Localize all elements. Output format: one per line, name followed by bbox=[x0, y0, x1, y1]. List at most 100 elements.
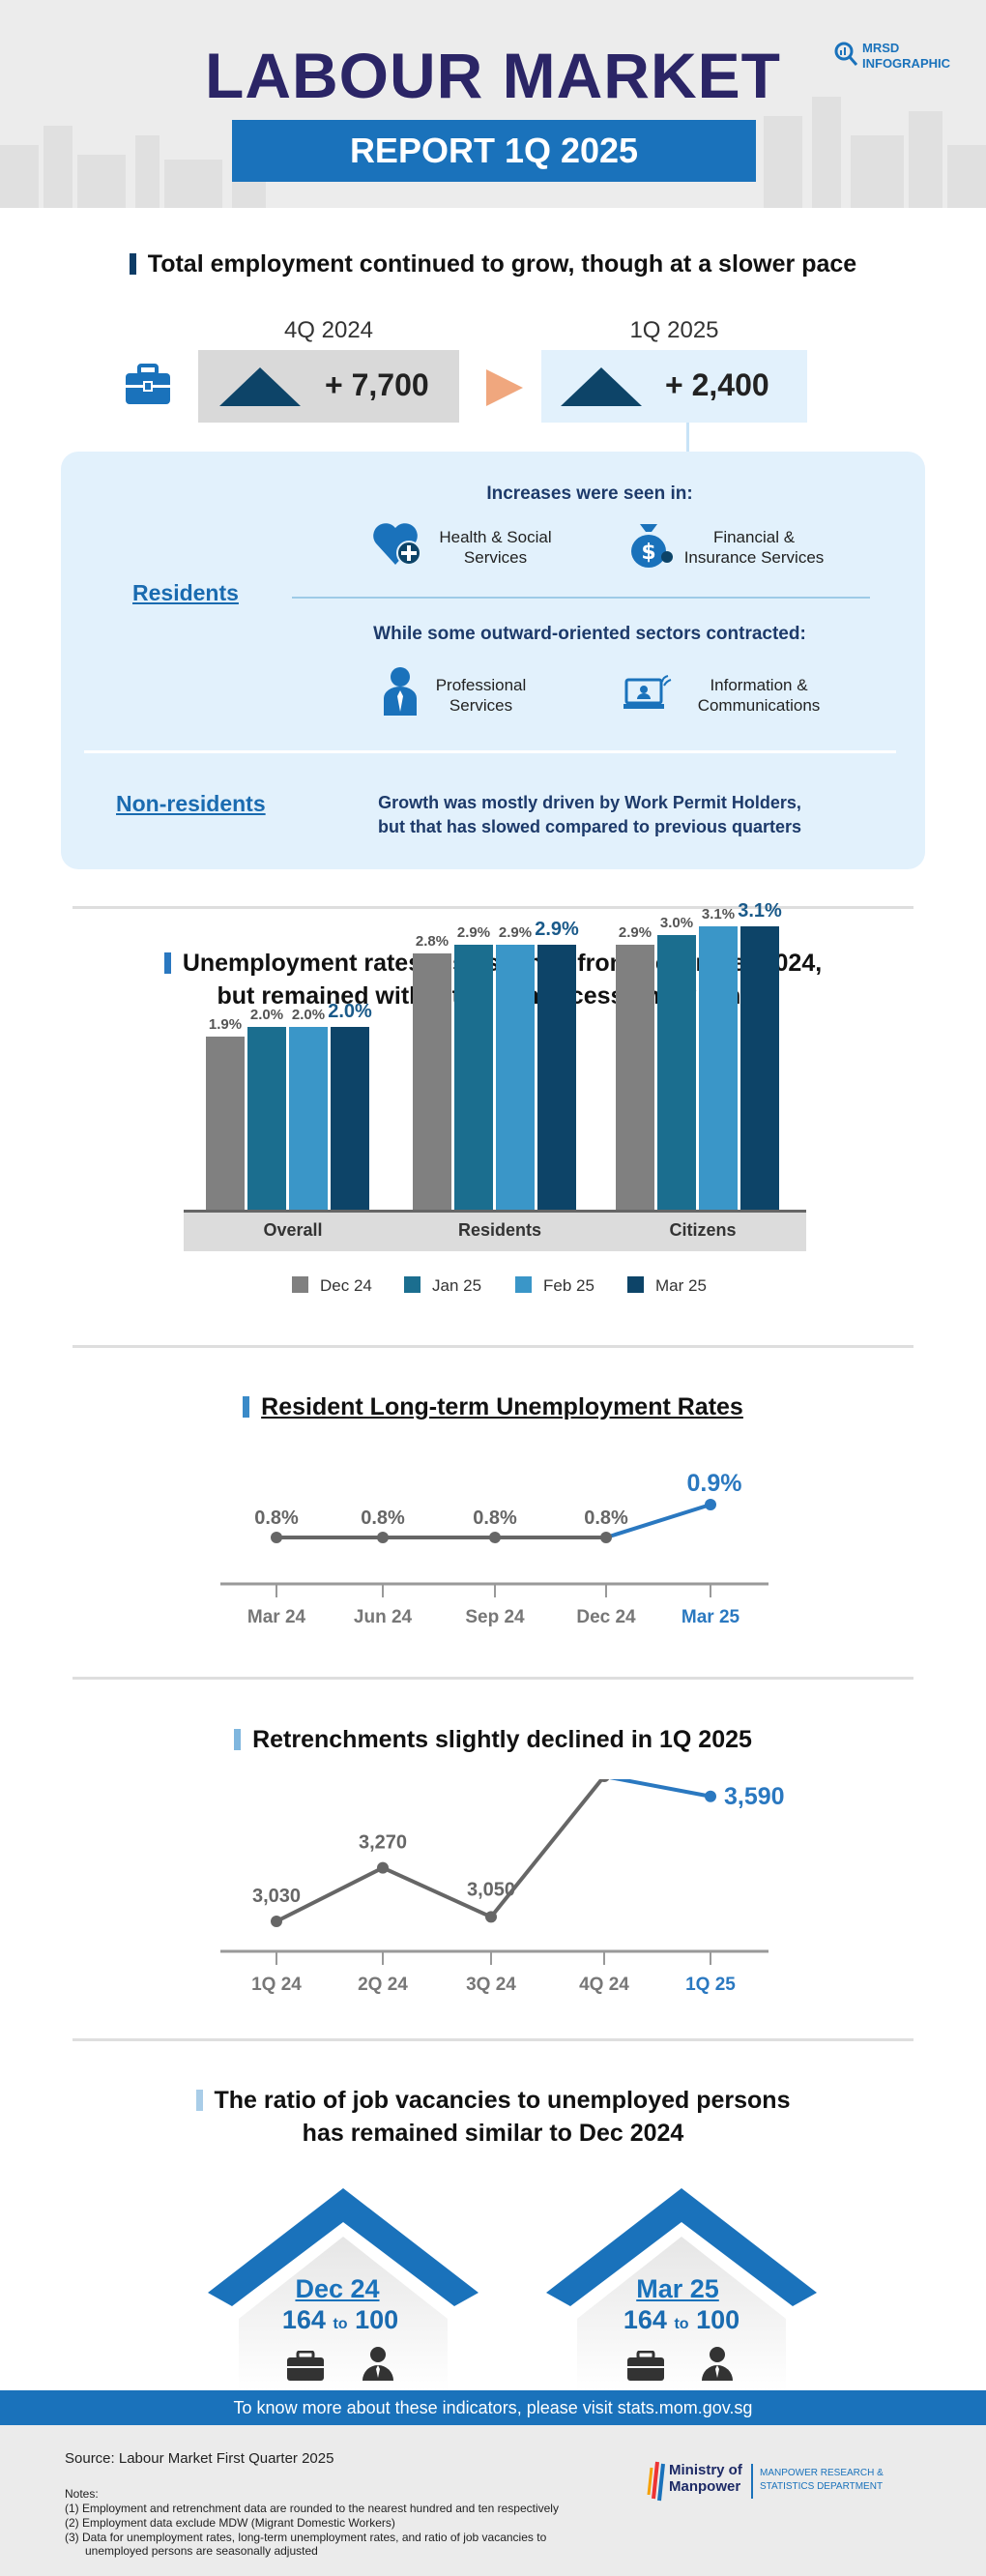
long-term-value-label: 0.8% bbox=[361, 1508, 405, 1529]
notes-heading: Notes: bbox=[65, 2487, 99, 2501]
non-residents-growth-text: Growth was mostly driven by Work Permit … bbox=[319, 791, 860, 839]
footer-area bbox=[0, 2425, 986, 2576]
skyline-icon bbox=[0, 97, 986, 208]
curr-period-label: 1Q 2025 bbox=[629, 317, 719, 343]
briefcase-icon bbox=[287, 2351, 324, 2381]
long-term-point bbox=[489, 1532, 501, 1543]
long-term-category-label: Jun 24 bbox=[354, 1607, 413, 1627]
unemployment-heading-line-1: Unemployment rates rose slightly from De… bbox=[0, 947, 986, 980]
bar-overall-dec24 bbox=[206, 1036, 245, 1211]
contract-professional: Professional Services bbox=[406, 675, 556, 716]
long-term-category-label: Mar 24 bbox=[247, 1607, 306, 1627]
retrench-value-label: 3,270 bbox=[359, 1832, 407, 1854]
house-dec24-to: to bbox=[333, 2316, 348, 2332]
contract-professional-line-1: Professional bbox=[435, 676, 527, 694]
section-divider bbox=[72, 1345, 914, 1348]
retrench-segment bbox=[276, 1865, 384, 1923]
legend-jan25: Jan 25 bbox=[404, 1276, 481, 1296]
retrench-segment bbox=[609, 1779, 711, 1799]
bar-value-label: 3.0% bbox=[659, 915, 694, 931]
prev-employment-value: + 7,700 bbox=[325, 367, 429, 402]
house-dec24-label: Dec 24 bbox=[295, 2274, 380, 2303]
long-term-value-label: 0.8% bbox=[254, 1508, 299, 1529]
retrench-point bbox=[598, 1779, 610, 1782]
unemployment-heading-text-1: Unemployment rates rose slightly from De… bbox=[182, 950, 823, 977]
report-subtitle: REPORT 1Q 2025 bbox=[232, 120, 756, 182]
money-bag-icon: $ bbox=[631, 524, 673, 568]
badge-line-1: MRSD bbox=[862, 41, 900, 55]
heading-marker-icon bbox=[234, 1729, 242, 1750]
bar-overall-feb25 bbox=[289, 1027, 328, 1211]
retrench-heading-text: Retrenchments slightly declined in 1Q 20… bbox=[252, 1726, 752, 1753]
retrench-point bbox=[377, 1861, 389, 1874]
retrench-point bbox=[271, 1916, 282, 1927]
person-icon bbox=[362, 2347, 393, 2381]
house-dec24-icon bbox=[208, 2188, 478, 2391]
bar-chart-baseline bbox=[184, 1210, 806, 1213]
computer-wifi-icon bbox=[624, 675, 672, 709]
legend-swatch-feb25 bbox=[515, 1276, 532, 1293]
vacancy-heading-line-1: The ratio of job vacancies to unemployed… bbox=[0, 2084, 986, 2117]
bar-value-label: 1.9% bbox=[208, 1015, 243, 1033]
retrench-category-label: 2Q 24 bbox=[358, 1975, 408, 1995]
up-triangle-icon bbox=[561, 367, 642, 406]
retrench-heading: Retrenchments slightly declined in 1Q 20… bbox=[0, 1723, 986, 1756]
long-term-point bbox=[600, 1532, 612, 1543]
house-dec24-right: 100 bbox=[355, 2305, 399, 2334]
long-term-heading-text: Resident Long-term Unemployment Rates bbox=[261, 1393, 743, 1420]
legend-feb25: Feb 25 bbox=[515, 1276, 594, 1296]
panel-white-divider bbox=[84, 750, 896, 753]
long-term-category-label: Dec 24 bbox=[576, 1607, 636, 1627]
vacancy-heading-line-2: has remained similar to Dec 2024 bbox=[302, 2120, 684, 2147]
growth-line-1: Growth was mostly driven by Work Permit … bbox=[378, 793, 801, 812]
increase-financial-line-2: Insurance Services bbox=[683, 548, 825, 567]
contract-professional-line-2: Services bbox=[449, 696, 513, 715]
mrsd-badge: MRSD INFOGRAPHIC bbox=[862, 41, 950, 72]
unemployment-heading: Unemployment rates rose slightly from De… bbox=[0, 947, 986, 1012]
briefcase-icon bbox=[627, 2351, 664, 2381]
legend-label-feb25: Feb 25 bbox=[543, 1276, 594, 1295]
connector-line bbox=[686, 423, 689, 454]
retrench-point bbox=[705, 1790, 716, 1802]
magnifier-chart-icon bbox=[834, 42, 858, 66]
non-residents-link[interactable]: Non-residents bbox=[116, 791, 266, 816]
note-2: (2) Employment data exclude MDW (Migrant… bbox=[65, 2516, 395, 2530]
contract-ict: Information & Communications bbox=[682, 675, 836, 716]
vacancy-heading-text-1: The ratio of job vacancies to unemployed… bbox=[214, 2087, 791, 2114]
bar-value-label: 3.1% bbox=[738, 899, 782, 922]
department-line-2: STATISTICS DEPARTMENT bbox=[760, 2481, 884, 2492]
source-text: Source: Labour Market First Quarter 2025 bbox=[65, 2450, 334, 2467]
legend-label-dec24: Dec 24 bbox=[320, 1276, 372, 1295]
increase-health-line-1: Health & Social bbox=[439, 528, 552, 546]
person-icon bbox=[702, 2347, 733, 2381]
page-title: LABOUR MARKET bbox=[205, 40, 781, 111]
long-term-segment bbox=[605, 1503, 711, 1539]
ministry-swoosh-icon bbox=[647, 2461, 665, 2502]
legend-label-mar25: Mar 25 bbox=[655, 1276, 707, 1295]
legend-label-jan25: Jan 25 bbox=[432, 1276, 482, 1295]
note-1: (1) Employment and retrenchment data are… bbox=[65, 2502, 559, 2515]
svg-text:$: $ bbox=[641, 541, 655, 565]
curr-employment-box: + 2,400 bbox=[541, 350, 807, 423]
contract-ict-line-2: Communications bbox=[697, 696, 821, 715]
note-3: (3) Data for unemployment rates, long-te… bbox=[65, 2531, 616, 2558]
long-term-line-chart: 0.8% Mar 24 0.8% Jun 24 0.8% Sep 24 0.8% Dec 24… bbox=[220, 1470, 768, 1627]
bar-value-label: 2.9% bbox=[618, 923, 652, 941]
long-term-heading: Resident Long-term Unemployment Rates bbox=[0, 1390, 986, 1423]
arrow-right-icon bbox=[486, 369, 523, 406]
increase-heading: Increases were seen in: bbox=[486, 483, 693, 504]
section-divider bbox=[72, 906, 914, 909]
category-overall: Overall bbox=[263, 1220, 323, 1240]
residents-link[interactable]: Residents bbox=[132, 580, 239, 605]
legend-swatch-mar25 bbox=[627, 1276, 644, 1293]
house-mar25-ratio: 164 to 100 bbox=[566, 2305, 798, 2335]
department-name: MANPOWER RESEARCH & STATISTICS DEPARTMEN… bbox=[760, 2467, 905, 2494]
heading-marker-icon bbox=[163, 952, 171, 974]
heading-marker-icon bbox=[243, 1396, 250, 1418]
panel-separator bbox=[292, 597, 870, 599]
category-strip bbox=[184, 1211, 806, 1251]
employment-heading-text: Total employment continued to grow, thou… bbox=[147, 250, 857, 278]
footer-cta-bar[interactable]: To know more about these indicators, ple… bbox=[0, 2390, 986, 2425]
category-citizens: Citizens bbox=[669, 1220, 737, 1240]
